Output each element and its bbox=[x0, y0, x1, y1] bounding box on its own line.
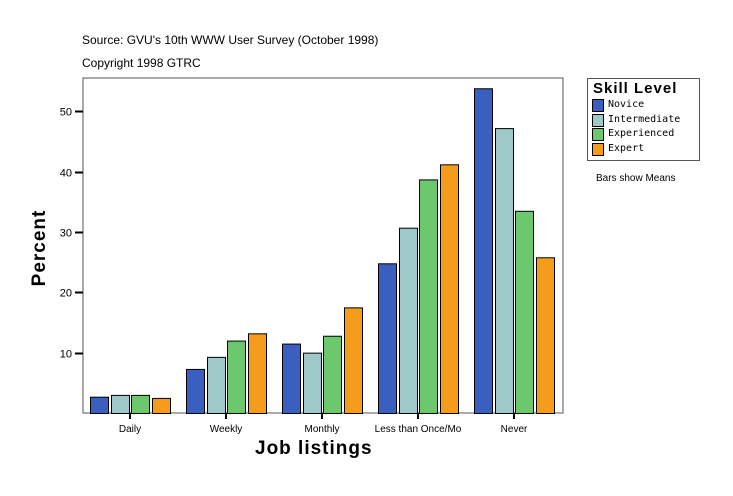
bar-expert bbox=[248, 333, 267, 414]
bar-intermediate bbox=[303, 352, 322, 415]
bar-intermediate bbox=[207, 356, 226, 415]
bar-intermediate bbox=[111, 394, 130, 415]
bar-expert bbox=[440, 164, 459, 414]
bar-experienced bbox=[227, 340, 246, 414]
legend-swatch bbox=[592, 113, 604, 127]
bar-novice bbox=[378, 263, 397, 414]
note-text: Bars show Means bbox=[596, 173, 676, 184]
y-tick-label: 10 bbox=[60, 349, 72, 361]
bar-novice bbox=[282, 343, 301, 414]
legend-label: Expert bbox=[608, 142, 645, 154]
legend-title: Skill Level bbox=[593, 80, 678, 97]
x-tick-label: Weekly bbox=[210, 424, 243, 435]
bar-intermediate bbox=[495, 128, 514, 415]
x-tick-label: Never bbox=[501, 424, 528, 435]
legend-label: Intermediate bbox=[608, 113, 681, 125]
bar-expert bbox=[536, 257, 555, 414]
bar-experienced bbox=[323, 335, 342, 414]
bar-novice bbox=[186, 368, 205, 415]
bar-expert bbox=[152, 397, 171, 415]
y-tick-label: 20 bbox=[60, 288, 72, 300]
bar-intermediate bbox=[399, 227, 418, 414]
y-tick-label: 40 bbox=[60, 168, 72, 180]
bar-experienced bbox=[515, 210, 534, 414]
y-tick-label: 30 bbox=[60, 228, 72, 240]
bar-experienced bbox=[419, 179, 438, 414]
x-tick-label: Monthly bbox=[304, 424, 339, 435]
y-tick-label: 50 bbox=[60, 107, 72, 119]
bar-experienced bbox=[131, 394, 150, 415]
source-text: Source: GVU's 10th WWW User Survey (Octo… bbox=[82, 33, 379, 47]
copyright-text: Copyright 1998 GTRC bbox=[82, 56, 201, 70]
legend-label: Experienced bbox=[608, 128, 675, 139]
x-tick-label: Daily bbox=[119, 424, 141, 435]
y-axis-label: Percent bbox=[29, 209, 50, 287]
legend-swatch bbox=[592, 142, 604, 156]
legend-label: Novice bbox=[608, 99, 645, 110]
x-axis-label: Job listings bbox=[255, 438, 373, 459]
bar-expert bbox=[344, 307, 363, 414]
legend-swatch bbox=[592, 99, 604, 112]
bar-novice bbox=[90, 396, 109, 414]
legend: Skill Level Novice Intermediate Experience… bbox=[587, 78, 700, 161]
bar-novice bbox=[474, 88, 493, 414]
x-tick-label: Less than Once/Mo bbox=[375, 424, 462, 435]
legend-swatch bbox=[592, 128, 604, 141]
